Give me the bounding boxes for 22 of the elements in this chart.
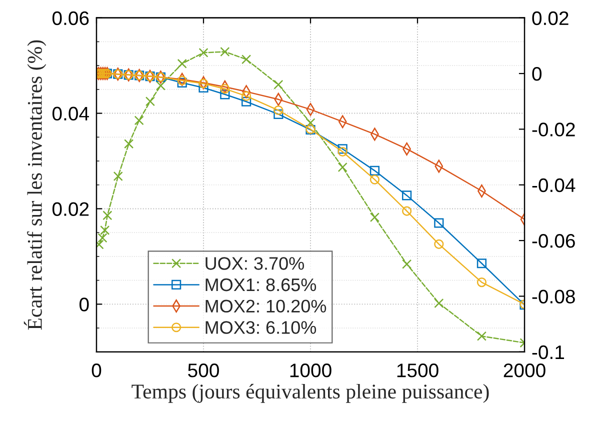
x-tick-label: 1000 <box>290 364 332 378</box>
legend-label: UOX: 3.70% <box>206 257 304 270</box>
y-tick-label: 0.06 <box>52 11 89 26</box>
y2-tick-label: -0.02 <box>532 122 575 136</box>
y2-tick-label: 0.02 <box>532 11 568 26</box>
x-axis-title: Temps (jours équivalents pleine puissance) <box>132 384 489 403</box>
y2-tick-label: -0.1 <box>532 345 564 360</box>
x-tick-label: 500 <box>188 364 219 378</box>
x-tick-label: 1500 <box>397 364 438 378</box>
y2-tick-label: 0 <box>532 66 542 81</box>
y-tick-label: 0 <box>80 298 89 312</box>
y2-tick-label: -0.06 <box>532 234 575 248</box>
y-tick-label: 0.02 <box>52 202 89 216</box>
y2-tick-label: -0.08 <box>532 290 575 304</box>
legend-label: MOX2: 10.20% <box>206 300 326 313</box>
y-tick-label: 0.04 <box>52 106 89 121</box>
legend-label: MOX3: 6.10% <box>206 321 316 334</box>
y-axis-title: Écart relatif sur les inventaires (%) <box>24 40 46 330</box>
y2-tick-label: -0.04 <box>532 178 576 192</box>
legend-label: MOX1: 8.65% <box>206 278 316 292</box>
x-tick-label: 2000 <box>504 364 546 378</box>
x-tick-label: 0 <box>92 364 102 378</box>
